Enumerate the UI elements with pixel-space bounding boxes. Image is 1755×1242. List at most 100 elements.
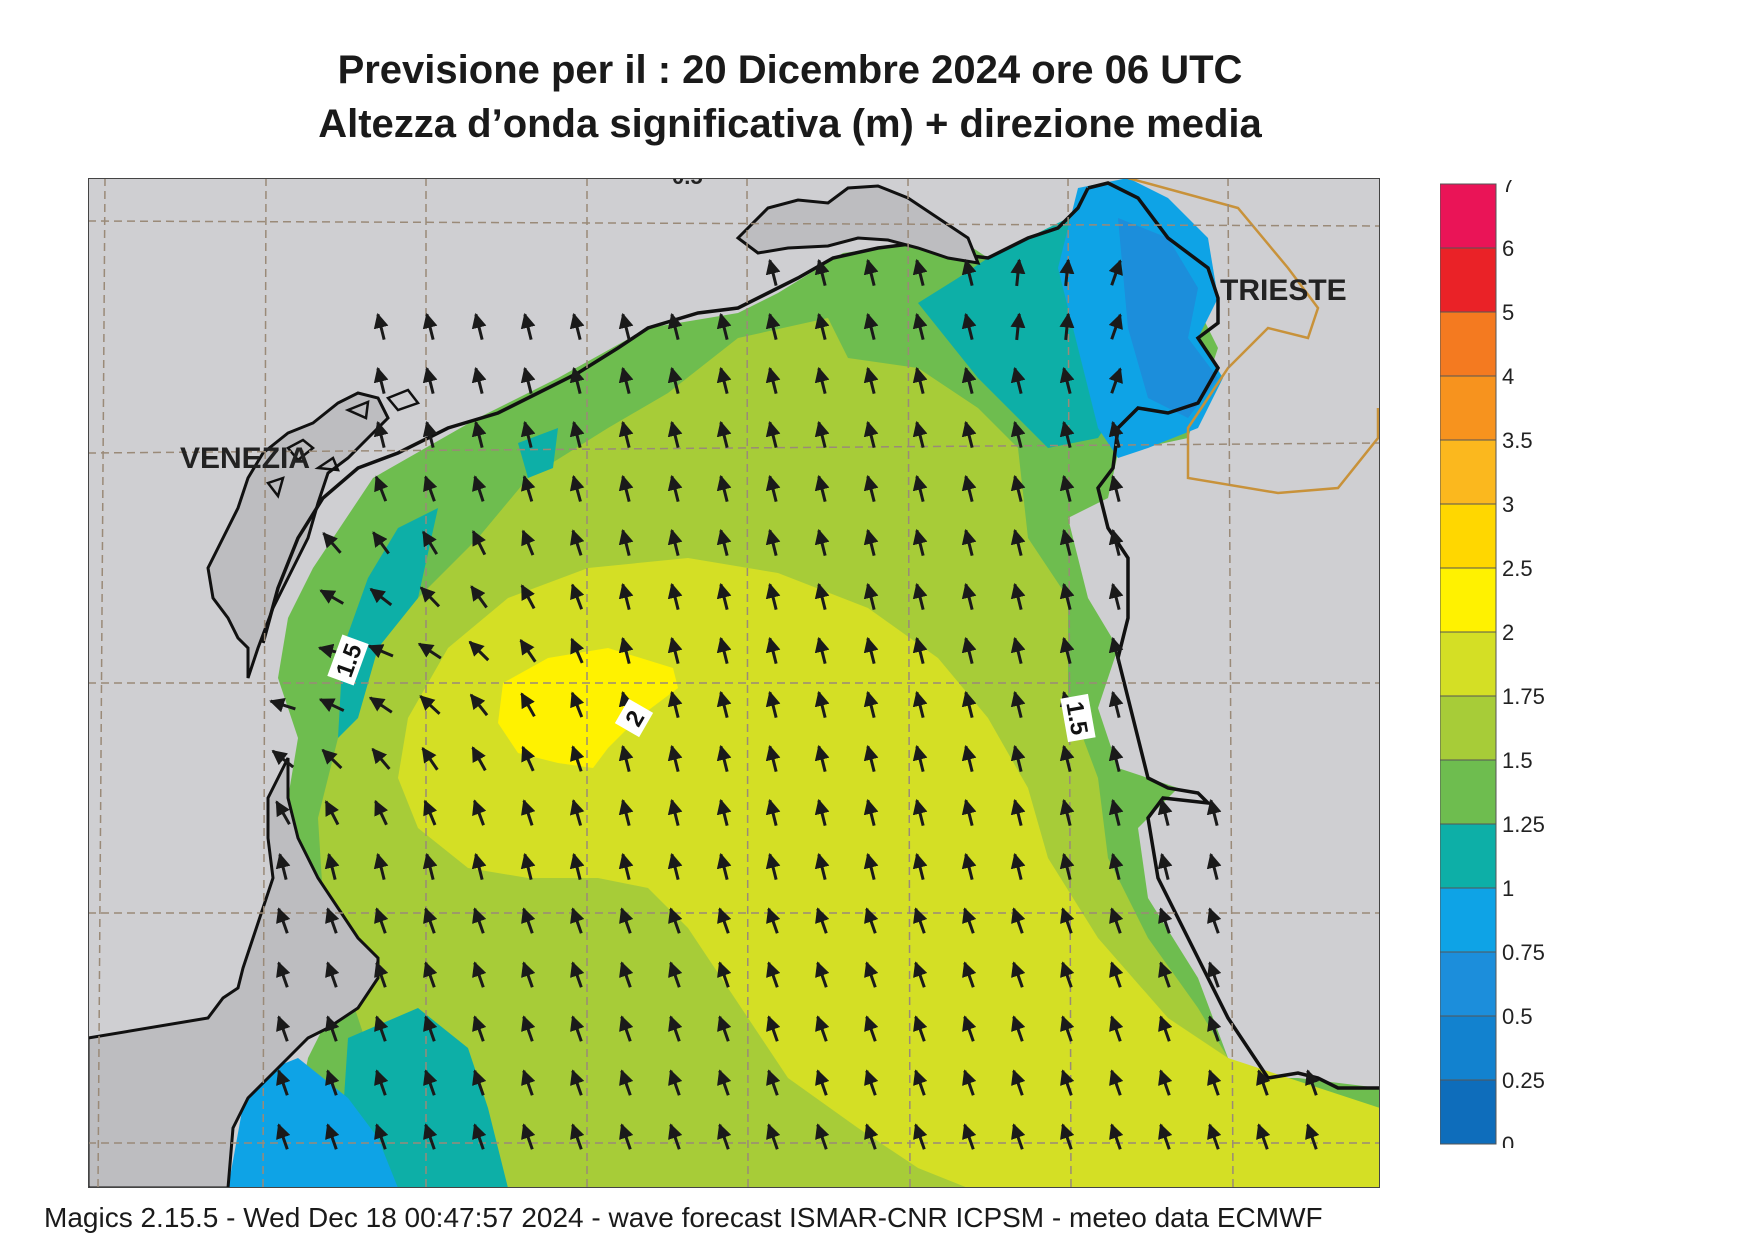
wave-direction-arrow: [276, 1015, 291, 1042]
wave-direction-arrow: [373, 852, 389, 880]
wave-direction-arrow: [863, 474, 879, 502]
wave-direction-arrow: [471, 420, 487, 448]
wave-direction-arrow: [863, 690, 879, 718]
wave-direction-arrow: [1010, 744, 1026, 772]
wave-direction-arrow: [717, 1123, 732, 1150]
wave-direction-arrow: [912, 798, 928, 826]
wave-direction-arrow: [815, 1123, 830, 1150]
wave-direction-arrow: [618, 528, 634, 556]
wave-direction-arrow: [863, 798, 879, 826]
color-scale-legend: 0 0.25 0.5 0.75 1 1.25 1.5 1.75 2 2.5 3 3.5 4 5 6 7: [1440, 180, 1545, 1148]
wave-direction-arrow: [325, 1123, 340, 1150]
wave-direction-arrow: [521, 1015, 536, 1042]
wave-direction-arrow: [814, 744, 830, 772]
wave-direction-arrow: [1060, 907, 1075, 934]
sea-2-zone: [498, 648, 678, 768]
wave-direction-arrow: [325, 961, 340, 988]
wave-direction-arrow: [667, 528, 683, 556]
wave-direction-arrow: [618, 852, 634, 880]
wave-direction-arrow: [962, 1015, 977, 1042]
wave-direction-arrow: [912, 690, 928, 718]
legend-tick-label: 0.5: [1502, 1004, 1533, 1029]
wave-direction-arrow: [716, 420, 732, 448]
legend-tick-label: 6: [1502, 236, 1514, 261]
wave-direction-arrow: [863, 528, 879, 556]
wave-direction-arrow: [1060, 1015, 1075, 1042]
wave-direction-arrow: [520, 584, 536, 610]
wave-direction-arrow: [864, 1015, 879, 1042]
wave-direction-arrow: [667, 798, 683, 826]
wave-direction-arrow: [814, 474, 830, 502]
wave-direction-arrow: [815, 1015, 830, 1042]
wave-direction-arrow: [1010, 258, 1026, 287]
wave-direction-arrow: [912, 312, 928, 340]
wave-direction-arrow: [913, 961, 928, 988]
wave-direction-arrow: [1158, 1123, 1173, 1150]
wave-direction-arrow: [1109, 1069, 1124, 1096]
contour-label-2: 2: [614, 698, 654, 738]
wave-direction-arrow: [321, 748, 343, 770]
legend-swatch: [1440, 1079, 1497, 1145]
legend-tick-label: 0.25: [1502, 1068, 1545, 1093]
wave-direction-arrow: [472, 475, 487, 502]
wave-direction-arrow: [1010, 366, 1026, 394]
wave-direction-arrow: [716, 744, 732, 772]
wave-direction-arrow: [912, 852, 928, 880]
wave-direction-arrow: [569, 366, 585, 394]
legend-swatch: [1440, 567, 1497, 633]
wave-direction-arrow: [322, 532, 342, 554]
wave-direction-arrow: [1059, 366, 1075, 394]
wave-direction-arrow: [962, 1069, 977, 1096]
wave-direction-arrow: [765, 690, 781, 718]
wave-direction-arrows: [269, 258, 1320, 1150]
wave-direction-arrow: [1108, 420, 1124, 448]
wave-direction-arrow: [864, 1069, 879, 1096]
legend-tick-label: 2: [1502, 620, 1514, 645]
wave-direction-arrow: [766, 1015, 781, 1042]
wave-direction-arrow: [471, 312, 487, 340]
wave-direction-arrow: [1305, 1123, 1320, 1150]
wave-direction-arrow: [716, 798, 732, 826]
wave-direction-arrow: [1059, 852, 1075, 880]
wave-direction-arrow: [667, 690, 683, 718]
wave-direction-arrow: [1256, 1069, 1271, 1096]
wave-direction-arrow: [373, 312, 389, 340]
wave-direction-arrow: [419, 586, 441, 608]
wave-direction-arrow: [668, 1069, 683, 1096]
wave-direction-arrow: [371, 747, 391, 770]
wave-direction-arrow: [668, 907, 683, 934]
wave-direction-arrow: [1011, 961, 1026, 988]
wave-direction-arrow: [667, 852, 683, 880]
legend-swatch: [1440, 503, 1497, 569]
wave-direction-arrow: [717, 1015, 732, 1042]
wave-direction-arrow: [765, 798, 781, 826]
wave-direction-arrow: [1109, 961, 1124, 988]
wave-direction-arrow: [716, 582, 732, 610]
wave-direction-arrow: [619, 1069, 634, 1096]
wave-direction-arrow: [1010, 420, 1026, 448]
wave-direction-arrow: [1010, 312, 1026, 341]
wave-direction-arrow: [667, 744, 683, 772]
wave-direction-arrow: [765, 420, 781, 448]
wave-direction-arrow: [961, 636, 977, 664]
wave-direction-arrow: [1158, 1069, 1173, 1096]
wave-direction-arrow: [423, 475, 438, 502]
wave-direction-arrow: [863, 636, 879, 664]
wave-direction-arrow: [325, 907, 340, 934]
wave-direction-arrow: [469, 693, 489, 717]
wave-direction-arrow: [912, 366, 928, 394]
wave-direction-arrow: [618, 420, 634, 448]
legend-tick-label: 1.5: [1502, 748, 1533, 773]
wave-direction-arrow: [373, 420, 389, 448]
wave-direction-arrow: [618, 474, 634, 502]
wave-direction-arrow: [667, 636, 683, 664]
sea-0.5-zone-ne: [1118, 218, 1218, 418]
wave-direction-arrow: [324, 800, 340, 826]
wave-direction-arrow: [471, 746, 487, 772]
wave-direction-arrow: [716, 528, 732, 556]
wave-direction-arrow: [814, 690, 830, 718]
wave-direction-arrow: [863, 312, 879, 340]
wave-direction-arrow: [1158, 907, 1173, 934]
wave-direction-arrow: [569, 312, 585, 340]
wave-direction-arrow: [520, 420, 536, 448]
